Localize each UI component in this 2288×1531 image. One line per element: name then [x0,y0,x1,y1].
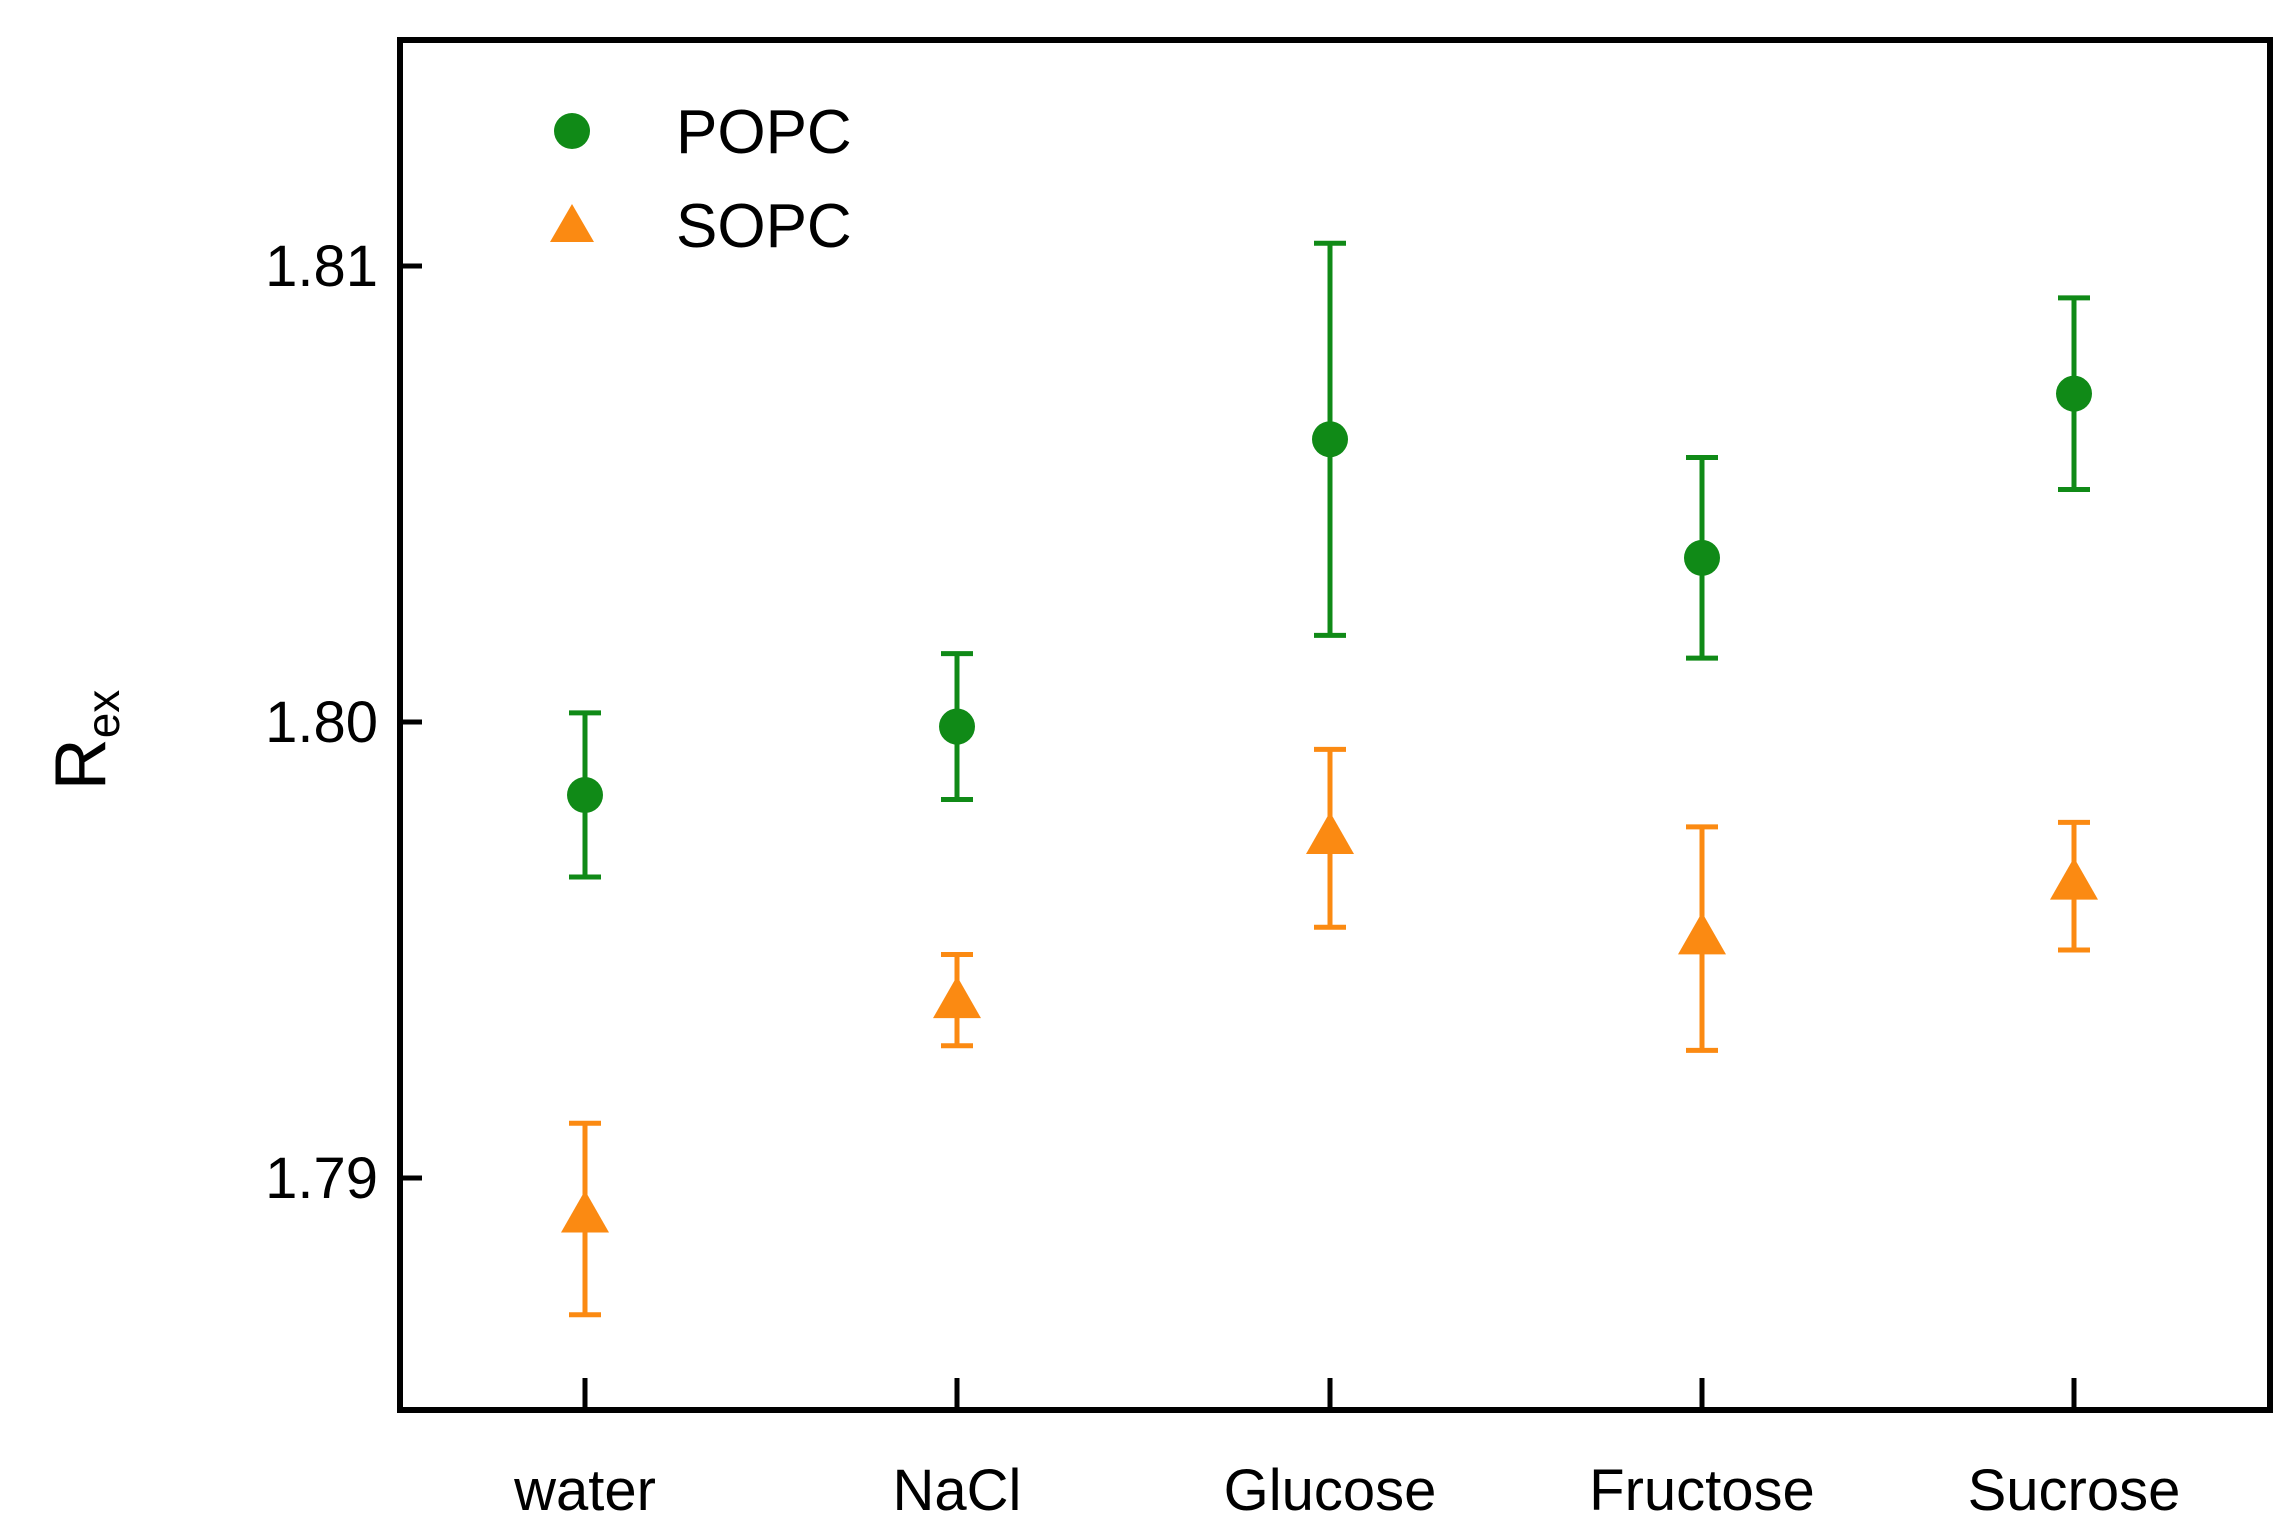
series-sopc [561,746,2098,1318]
y-axis-label-subscript: ex [77,690,129,739]
x-tick-label-4: Sucrose [1968,1458,2181,1523]
plot-frame [397,37,2273,1413]
legend: POPC SOPC [550,98,852,261]
popc-point-3 [1684,539,1720,576]
y-tick-label-2: 1.81 [265,234,378,299]
legend-popc-label: POPC [676,98,852,167]
svg-text:Rex: Rex [41,690,129,791]
sopc-point-1 [933,976,981,1019]
y-tick-label-0: 1.79 [265,1146,378,1211]
popc-point-1 [939,708,975,745]
legend-sopc-label: SOPC [676,192,852,261]
x-tick-label-3: Fructose [1589,1458,1815,1523]
x-tick-label-1: NaCl [893,1458,1022,1523]
series-popc [567,240,2092,880]
sopc-point-4 [2050,857,2098,900]
y-axis-label: Rex [41,690,129,791]
y-axis: 1.79 1.80 1.81 [265,234,422,1211]
sopc-point-3 [1678,912,1726,955]
x-tick-label-0: water [513,1458,656,1523]
x-axis: water NaCl Glucose Fructose Sucrose [513,1378,2180,1523]
y-tick-label-1: 1.80 [265,690,378,755]
popc-point-0 [567,776,603,813]
y-axis-label-main: R [41,738,121,790]
popc-point-2 [1312,421,1348,458]
legend-sopc-marker [550,204,594,242]
legend-popc-marker [554,113,590,149]
x-tick-label-2: Glucose [1224,1458,1437,1523]
data-series [561,240,2098,1318]
sopc-point-0 [561,1190,609,1233]
sopc-point-2 [1306,812,1354,854]
popc-point-4 [2056,375,2092,412]
